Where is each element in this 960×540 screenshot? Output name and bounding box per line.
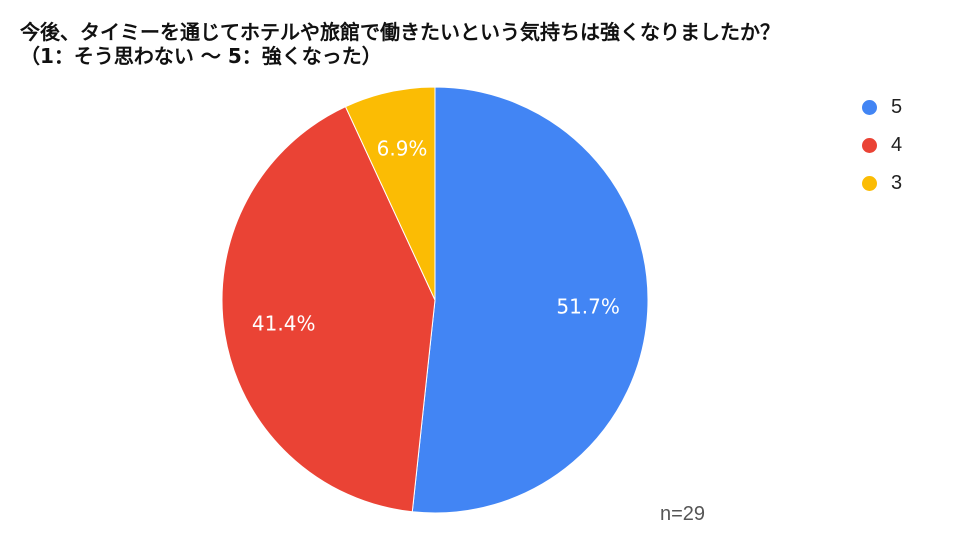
legend-swatch-4	[862, 137, 877, 153]
legend-item-5: 5	[862, 88, 902, 126]
legend-label-4: 4	[891, 133, 903, 156]
chart-title: 今後、タイミーを通じてホテルや旅館で働きたいという気持ちは強くなりましたか？	[20, 20, 780, 44]
slice-label-4: 41.4%	[252, 311, 316, 335]
sample-size-note: n=29	[660, 503, 706, 525]
pie-slice-5	[411, 86, 649, 514]
slice-label-3: 6.9%	[377, 137, 428, 161]
chart-subtitle: （1：そう思わない 〜 5：強くなった）	[20, 44, 382, 68]
legend-label-5: 5	[891, 95, 903, 118]
legend-swatch-3	[862, 175, 877, 191]
legend-swatch-5	[862, 99, 877, 115]
pie-slice-3	[344, 86, 436, 301]
legend-item-4: 4	[862, 126, 902, 164]
pie-slice-4	[221, 106, 436, 513]
legend-label-3: 3	[891, 171, 903, 194]
legend: 5 4 3	[862, 88, 902, 202]
slice-label-5: 51.7%	[556, 295, 620, 319]
legend-item-3: 3	[862, 164, 902, 202]
